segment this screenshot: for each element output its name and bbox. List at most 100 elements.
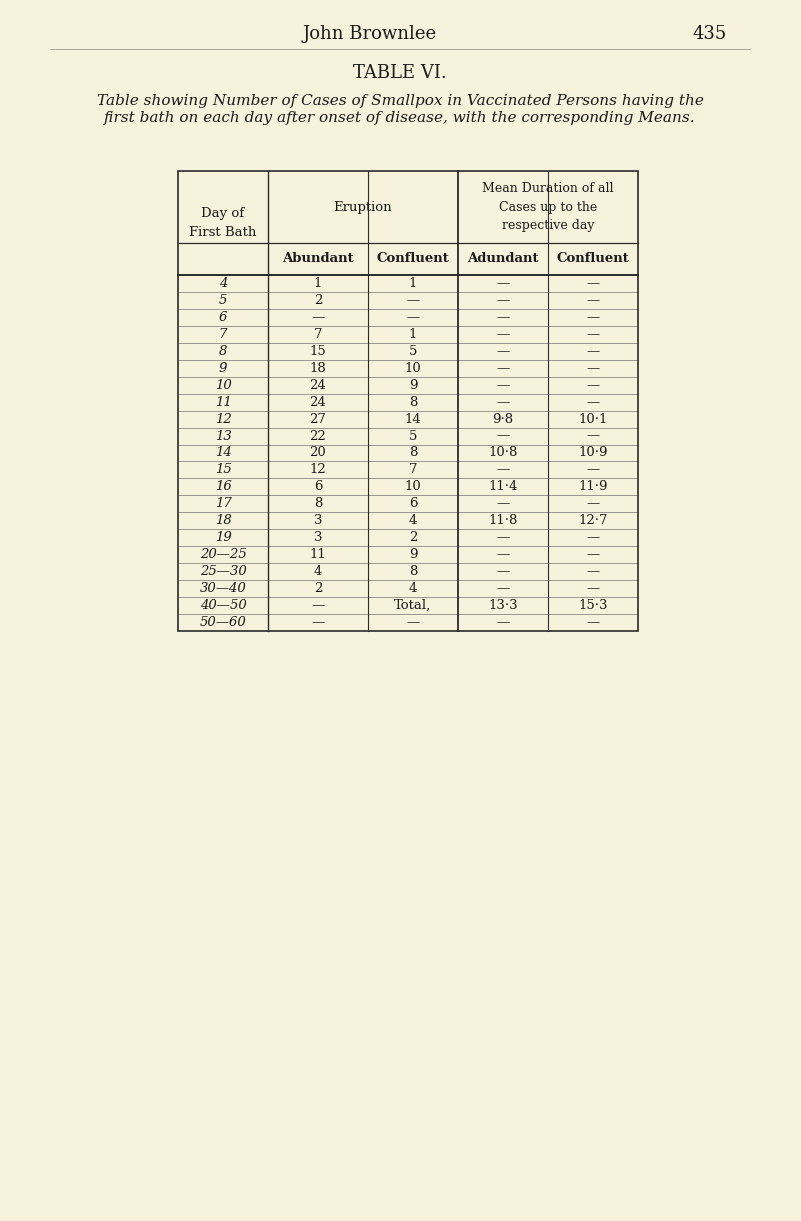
Text: 11: 11 <box>215 396 231 409</box>
Text: —: — <box>586 277 600 289</box>
Text: —: — <box>586 617 600 629</box>
Text: 10: 10 <box>215 379 231 392</box>
Text: 12: 12 <box>215 413 231 426</box>
Text: 19: 19 <box>215 531 231 545</box>
Text: 6: 6 <box>219 311 227 324</box>
Text: 2: 2 <box>409 531 417 545</box>
Text: 7: 7 <box>314 327 322 341</box>
Text: Abundant: Abundant <box>282 253 354 265</box>
Text: 27: 27 <box>309 413 327 426</box>
Text: 11·8: 11·8 <box>489 514 517 527</box>
Text: —: — <box>586 379 600 392</box>
Text: 3: 3 <box>314 531 322 545</box>
Text: 10·9: 10·9 <box>578 447 608 459</box>
Text: —: — <box>312 311 324 324</box>
Text: 8: 8 <box>219 344 227 358</box>
Text: —: — <box>497 548 509 562</box>
Text: 12: 12 <box>310 464 326 476</box>
Text: first bath on each day after onset of disease, with the corresponding Means.: first bath on each day after onset of di… <box>104 111 696 125</box>
Text: 5: 5 <box>219 294 227 306</box>
Text: 13: 13 <box>215 430 231 442</box>
Text: 20: 20 <box>310 447 326 459</box>
Text: 3: 3 <box>314 514 322 527</box>
Text: Day of
First Bath: Day of First Bath <box>189 208 256 239</box>
Text: John Brownlee: John Brownlee <box>303 24 437 43</box>
Text: —: — <box>497 311 509 324</box>
Text: 1: 1 <box>409 277 417 289</box>
Text: 1: 1 <box>409 327 417 341</box>
Text: Table showing Number of Cases of Smallpox in Vaccinated Persons having the: Table showing Number of Cases of Smallpo… <box>97 94 703 107</box>
Text: 30—40: 30—40 <box>199 582 247 595</box>
Text: —: — <box>497 379 509 392</box>
Text: 20—25: 20—25 <box>199 548 247 562</box>
Text: 6: 6 <box>314 480 322 493</box>
Text: 10·8: 10·8 <box>489 447 517 459</box>
Text: 5: 5 <box>409 430 417 442</box>
Text: 2: 2 <box>314 582 322 595</box>
Text: 15·3: 15·3 <box>578 600 608 612</box>
Text: —: — <box>406 311 420 324</box>
Text: 2: 2 <box>314 294 322 306</box>
Text: —: — <box>497 464 509 476</box>
Text: 12·7: 12·7 <box>578 514 608 527</box>
Text: 9: 9 <box>219 361 227 375</box>
Text: 9·8: 9·8 <box>493 413 513 426</box>
Text: —: — <box>586 565 600 579</box>
Text: 15: 15 <box>215 464 231 476</box>
Text: —: — <box>586 531 600 545</box>
Text: Adundant: Adundant <box>467 253 539 265</box>
Text: 9: 9 <box>409 379 417 392</box>
Text: —: — <box>586 464 600 476</box>
Text: —: — <box>497 294 509 306</box>
Text: 5: 5 <box>409 344 417 358</box>
Text: Confluent: Confluent <box>376 253 449 265</box>
Text: 8: 8 <box>409 396 417 409</box>
Text: —: — <box>586 344 600 358</box>
Text: —: — <box>497 277 509 289</box>
Text: 50—60: 50—60 <box>199 617 247 629</box>
Text: —: — <box>497 430 509 442</box>
Text: 17: 17 <box>215 497 231 510</box>
Text: —: — <box>586 327 600 341</box>
Text: 14: 14 <box>405 413 421 426</box>
Text: 11·9: 11·9 <box>578 480 608 493</box>
Text: 10: 10 <box>405 361 421 375</box>
Text: 14: 14 <box>215 447 231 459</box>
Text: 22: 22 <box>310 430 326 442</box>
Text: 7: 7 <box>219 327 227 341</box>
Text: 40—50: 40—50 <box>199 600 247 612</box>
Text: —: — <box>312 617 324 629</box>
Text: 11: 11 <box>310 548 326 562</box>
Text: 25—30: 25—30 <box>199 565 247 579</box>
Text: —: — <box>497 531 509 545</box>
Text: 4: 4 <box>409 582 417 595</box>
Text: —: — <box>586 361 600 375</box>
Text: 18: 18 <box>215 514 231 527</box>
Text: 18: 18 <box>310 361 326 375</box>
Text: 8: 8 <box>409 447 417 459</box>
Text: —: — <box>586 430 600 442</box>
Text: 15: 15 <box>310 344 326 358</box>
Text: 10: 10 <box>405 480 421 493</box>
Text: 8: 8 <box>314 497 322 510</box>
Text: —: — <box>497 497 509 510</box>
Text: Eruption: Eruption <box>334 200 392 214</box>
Text: TABLE VI.: TABLE VI. <box>353 63 447 82</box>
Text: —: — <box>586 582 600 595</box>
Text: Total,: Total, <box>394 600 432 612</box>
Text: —: — <box>497 617 509 629</box>
Text: 10·1: 10·1 <box>578 413 608 426</box>
Text: —: — <box>497 582 509 595</box>
Text: —: — <box>497 565 509 579</box>
Text: 4: 4 <box>409 514 417 527</box>
Text: 24: 24 <box>310 396 326 409</box>
Text: —: — <box>497 396 509 409</box>
Text: —: — <box>586 497 600 510</box>
Text: —: — <box>586 548 600 562</box>
Text: 24: 24 <box>310 379 326 392</box>
Text: —: — <box>497 327 509 341</box>
Text: 9: 9 <box>409 548 417 562</box>
Text: 6: 6 <box>409 497 417 510</box>
Text: 435: 435 <box>693 24 727 43</box>
Text: 13·3: 13·3 <box>488 600 517 612</box>
